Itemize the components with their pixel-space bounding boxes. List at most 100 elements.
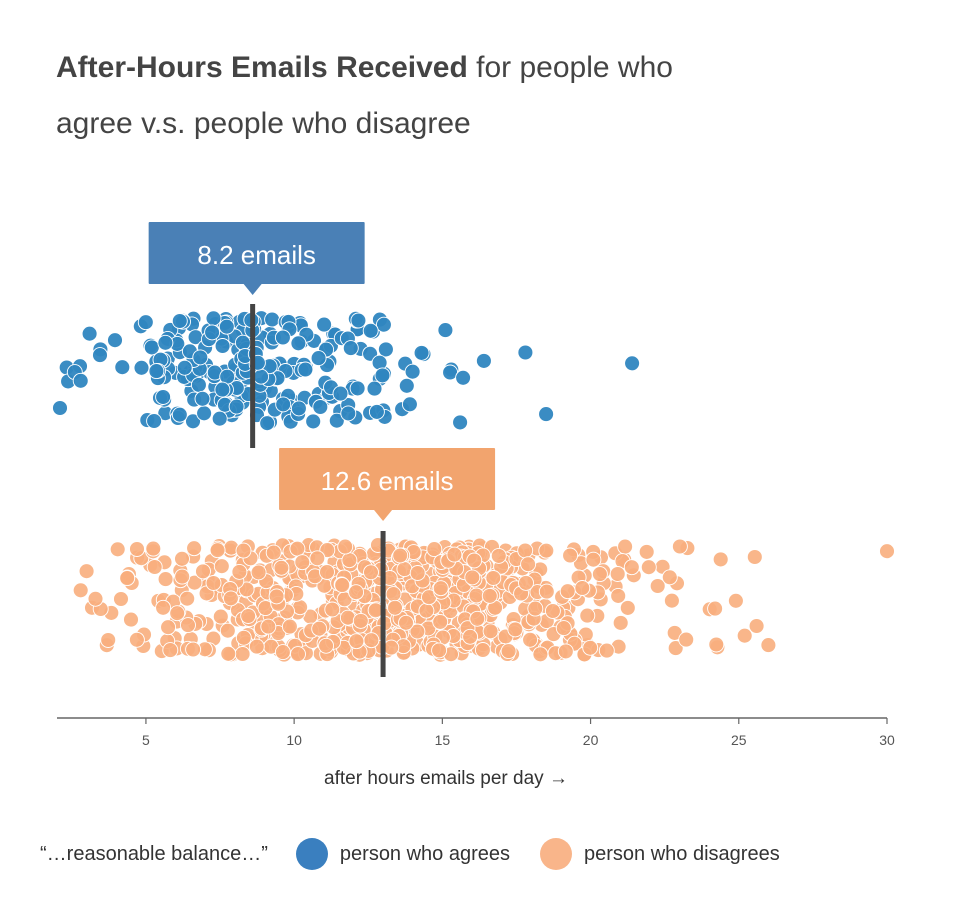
- disagree-point: [352, 612, 369, 629]
- agree-point: [375, 316, 392, 333]
- agree-point: [404, 363, 421, 380]
- disagree-point: [507, 621, 524, 638]
- agree-point: [171, 313, 188, 329]
- agree-point: [72, 372, 89, 389]
- disagree-point: [248, 638, 265, 655]
- disagree-point: [348, 584, 365, 601]
- disagree-point: [265, 544, 282, 561]
- agree-point: [92, 347, 108, 364]
- agree-point: [362, 322, 379, 339]
- disagree-point: [318, 637, 335, 654]
- disagree-point: [179, 590, 196, 607]
- disagree-point: [319, 564, 335, 580]
- disagree-point: [661, 569, 678, 586]
- disagree-point: [468, 587, 485, 604]
- disagree-point: [235, 629, 252, 646]
- disagree-point: [160, 619, 177, 636]
- disagree-point: [268, 588, 285, 605]
- agree-point: [190, 376, 207, 393]
- disagree-point: [500, 643, 517, 660]
- agree-point: [214, 338, 231, 354]
- disagree-point: [574, 580, 591, 596]
- x-tick-label: 10: [286, 732, 302, 748]
- disagree-callout-box: [279, 448, 496, 510]
- disagree-point: [746, 549, 763, 565]
- disagree-point: [273, 559, 290, 576]
- agree-point: [316, 316, 333, 333]
- disagree-point: [363, 564, 379, 581]
- agree-point: [211, 410, 228, 427]
- chart-title-rest: for people who agree v.s. people who dis…: [56, 51, 673, 140]
- agree-point: [312, 399, 329, 415]
- disagree-point: [446, 546, 463, 563]
- disagree-point: [185, 641, 202, 658]
- agree-point: [328, 412, 345, 429]
- disagree-point: [612, 614, 629, 631]
- agree-callout-box: [148, 222, 365, 284]
- disagree-point: [727, 592, 744, 609]
- chart-title-bold: After-Hours Emails Received: [56, 51, 468, 84]
- agree-point: [310, 350, 327, 367]
- disagree-point: [409, 623, 426, 640]
- agree-point: [342, 340, 359, 357]
- agree-point: [297, 361, 314, 378]
- disagree-point: [174, 568, 191, 585]
- disagree-point: [387, 599, 403, 616]
- disagree-point: [879, 543, 895, 560]
- agree-point: [368, 403, 385, 420]
- agree-point: [452, 414, 469, 431]
- disagree-point: [712, 551, 729, 568]
- disagree-point: [174, 550, 190, 567]
- disagree-point: [482, 623, 499, 640]
- disagree-point: [555, 620, 572, 637]
- disagree-point: [222, 590, 239, 607]
- disagree-point: [432, 580, 449, 597]
- legend-swatch-disagree: [540, 838, 573, 870]
- disagree-point: [169, 605, 186, 622]
- agree-point: [234, 334, 251, 351]
- disagree-point: [155, 599, 172, 616]
- disagree-point: [532, 646, 549, 663]
- disagree-point: [235, 542, 252, 559]
- disagree-point: [522, 631, 539, 648]
- disagree-point: [392, 547, 409, 564]
- agree-callout-pointer: [243, 284, 262, 295]
- agree-point: [475, 352, 492, 369]
- disagree-point: [517, 542, 534, 559]
- agree-point: [171, 406, 188, 423]
- disagree-point: [113, 591, 129, 607]
- disagree-point: [78, 563, 95, 580]
- disagree-point: [219, 622, 236, 639]
- disagree-point: [119, 570, 136, 587]
- disagree-callout-label: 12.6 emails: [321, 466, 454, 496]
- agree-point: [290, 400, 307, 417]
- disagree-point: [609, 566, 626, 582]
- x-axis: 5 10 15 20 25 30 after hours emails per day →: [57, 717, 895, 789]
- disagree-point: [562, 547, 579, 564]
- disagree-point: [213, 558, 230, 575]
- agree-point: [228, 398, 245, 415]
- agree-point: [259, 415, 276, 432]
- disagree-point: [520, 556, 537, 573]
- agree-point: [350, 312, 367, 329]
- disagree-point: [678, 631, 695, 648]
- disagree-point: [736, 627, 753, 644]
- disagree-point: [128, 631, 145, 648]
- agree-point: [398, 377, 415, 394]
- disagree-point: [579, 607, 596, 624]
- disagree-point: [619, 599, 636, 616]
- agree-point: [275, 396, 292, 413]
- disagree-point: [186, 540, 203, 557]
- chart-title: After-Hours Emails Received for people w…: [56, 40, 756, 152]
- agree-point: [205, 310, 222, 327]
- agree-point: [290, 335, 307, 352]
- disagree-point: [527, 600, 544, 617]
- agree-point: [107, 332, 123, 349]
- disagree-point: [250, 564, 267, 581]
- agree-point: [349, 380, 366, 397]
- disagree-point: [760, 637, 777, 654]
- agree-point: [437, 322, 454, 339]
- disagree-point: [274, 644, 291, 661]
- disagree-point: [385, 586, 402, 603]
- x-tick-label: 25: [731, 732, 747, 748]
